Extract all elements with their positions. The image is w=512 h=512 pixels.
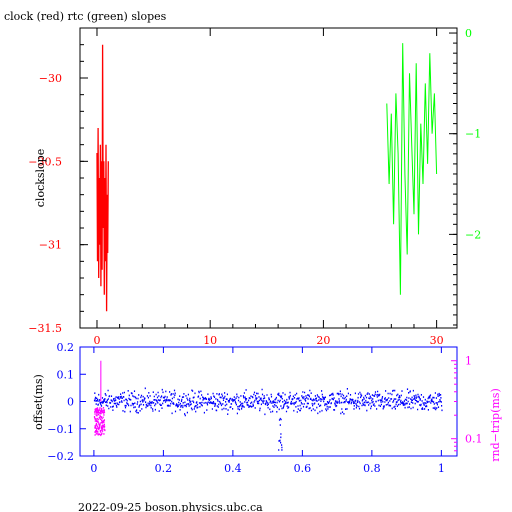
- top-left-y-tick-label: −31.5: [28, 322, 62, 335]
- bottom-left-y-tick-label: 0.1: [57, 368, 75, 381]
- bottom-left-y-tick-label: −0.1: [47, 423, 74, 436]
- bottom-left-y-tick-label: 0: [67, 396, 74, 409]
- bottom-x-tick-label: 0.2: [155, 462, 173, 475]
- offset-points: [93, 387, 443, 451]
- clock-slope-line: [96, 44, 109, 312]
- bottom-left-y-tick-label: 0.2: [57, 341, 75, 354]
- bottom-x-tick-label: 1: [438, 462, 445, 475]
- top-x-axis: 0 10 20 30: [93, 28, 444, 347]
- top-x-tick-label: 20: [316, 334, 330, 347]
- top-x-tick-label: 10: [203, 334, 217, 347]
- top-right-y-axis: 0 −1 −2: [449, 27, 481, 326]
- bottom-x-tick-label: 0.4: [224, 462, 242, 475]
- top-left-y-tick-label: −30.5: [28, 155, 62, 168]
- rtc-slope-line: [386, 43, 438, 295]
- top-left-y-axis: −30 −30.5 −31 −31.5: [28, 44, 88, 335]
- bottom-left-y-axis: 0.2 0.1 0 −0.1 −0.2: [47, 341, 86, 463]
- footer-text: 2022-09-25 boson.physics.ubc.ca: [78, 501, 263, 512]
- top-x-tick-label: 0: [93, 334, 100, 347]
- top-x-tick-label: 30: [430, 334, 444, 347]
- bottom-x-axis: 0 0.2 0.4 0.6 0.8 1: [90, 347, 445, 475]
- bottom-right-y-axis: 10.1: [451, 355, 483, 452]
- roundtrip-points: [93, 407, 106, 437]
- top-left-y-tick-label: −30: [39, 72, 62, 85]
- top-series-group: [96, 43, 438, 312]
- bottom-series-group: [93, 360, 443, 451]
- bottom-y-axis-label: offset(ms): [32, 374, 45, 430]
- bottom-right-y-tick-label: 1: [465, 355, 472, 368]
- bottom-x-tick-label: 0.8: [363, 462, 381, 475]
- top-right-y-tick-label: 0: [465, 27, 472, 40]
- bottom-y2-axis-label: rnd−trip(ms): [489, 388, 502, 462]
- bottom-right-y-tick-label: 0.1: [465, 433, 483, 446]
- chart-title: clock (red) rtc (green) slopes: [4, 10, 167, 23]
- top-y-axis-label: clockslope: [34, 149, 47, 207]
- bottom-left-y-tick-label: −0.2: [47, 450, 74, 463]
- bottom-plot: 0 0.2 0.4 0.6 0.8 1 0.20.10−0.1−0.2 10.1 offs…: [32, 341, 502, 475]
- top-right-y-tick-label: −2: [465, 228, 481, 241]
- top-right-y-tick-label: −1: [465, 128, 481, 141]
- bottom-x-tick-label: 0.6: [294, 462, 312, 475]
- top-plot: 0 10 20 30 −30 −30.5 −31 −31.5 0 −1 −2 clockslop…: [28, 27, 481, 347]
- bottom-x-tick-label: 0: [90, 462, 97, 475]
- top-left-y-tick-label: −31: [39, 239, 62, 252]
